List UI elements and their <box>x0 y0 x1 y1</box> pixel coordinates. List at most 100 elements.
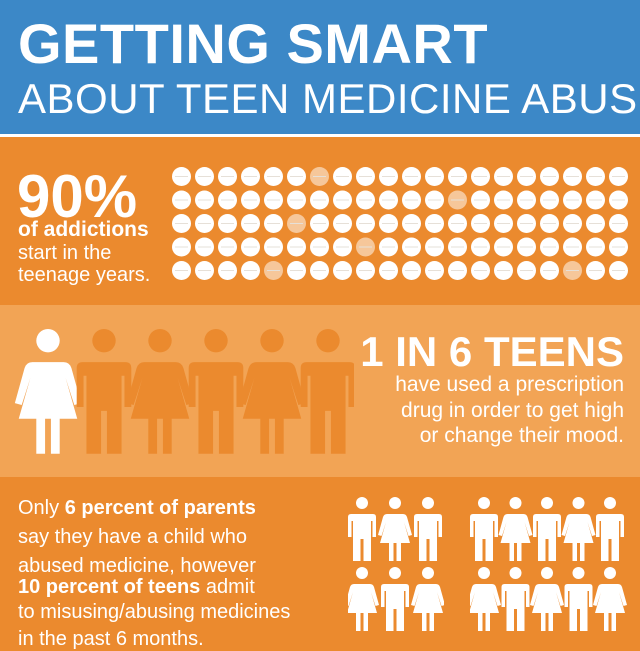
male-figure-icon <box>381 567 409 631</box>
parents-text-line: say they have a child who <box>18 526 248 548</box>
parents-text-line: abused medicine, however <box>18 555 256 577</box>
pill-icon <box>379 261 398 280</box>
pill-icon <box>195 261 214 280</box>
pill-icon <box>195 190 214 210</box>
pill-icon <box>310 214 329 233</box>
pill-icon <box>402 237 421 257</box>
pill-icon <box>517 237 536 257</box>
male-figure-icon <box>348 497 376 561</box>
pill-icon <box>172 190 191 210</box>
pill-icon <box>425 261 444 280</box>
teens-highlight: 10 percent of teens <box>18 576 201 598</box>
pill-icon <box>425 167 444 186</box>
female-figure-icon <box>378 497 412 561</box>
female-figure-icon <box>498 497 533 561</box>
addictions-stat: 90% <box>17 163 138 230</box>
pill-icon <box>540 167 559 186</box>
pill-icon <box>310 190 329 210</box>
pill-icon <box>241 190 260 210</box>
pill-icon <box>287 190 306 210</box>
pill-icon <box>241 237 260 257</box>
pill-icon <box>287 237 306 257</box>
pill-icon <box>471 190 490 210</box>
pill-icon <box>310 261 329 280</box>
parents-figure-group <box>348 497 444 631</box>
pill-icon <box>540 261 559 280</box>
pill-icon <box>563 214 582 233</box>
pill-icon <box>402 214 421 233</box>
pill-icon <box>264 214 283 233</box>
teens-heading: 1 IN 6 TEENS <box>360 328 624 375</box>
pill-icon <box>287 261 306 280</box>
male-figure-icon <box>533 497 561 561</box>
parents-text: admit <box>200 576 255 598</box>
pill-icon <box>563 237 582 257</box>
pill-icon <box>356 261 375 280</box>
pill-icon <box>310 237 329 257</box>
pill-icon <box>264 167 283 186</box>
pill-icon <box>471 261 490 280</box>
pill-icon <box>494 167 513 186</box>
pill-icon <box>517 261 536 280</box>
pill-icon <box>517 190 536 210</box>
pill-icon <box>609 190 628 210</box>
female-figure-icon <box>470 567 501 631</box>
addictions-text-line: start in the <box>18 242 112 264</box>
pill-icon <box>218 261 237 280</box>
female-figure-icon <box>561 497 596 561</box>
pill-icon <box>563 190 582 210</box>
male-figure-icon <box>414 497 442 561</box>
pill-icon <box>264 237 283 257</box>
pill-icon <box>471 237 490 257</box>
pill-icon <box>586 237 605 257</box>
pill-icon <box>264 190 283 210</box>
header-banner: GETTING SMART ABOUT TEEN MEDICINE ABUSE <box>0 0 640 137</box>
pill-icon <box>586 214 605 233</box>
male-figure-icon <box>596 497 624 561</box>
female-figure-icon <box>14 329 82 454</box>
pill-icon <box>425 214 444 233</box>
pill-icon <box>172 167 191 186</box>
pill-icon <box>333 167 352 186</box>
pill-icon <box>356 214 375 233</box>
pill-icon <box>609 167 628 186</box>
addictions-text-line: teenage years. <box>18 264 151 286</box>
teens-desc-line: have used a prescription <box>395 373 624 396</box>
female-figure-icon <box>593 567 627 631</box>
female-figure-icon <box>348 567 379 631</box>
pill-icon <box>471 214 490 233</box>
teens-section: 1 IN 6 TEENS have used a prescription dr… <box>0 305 640 477</box>
pill-icon <box>195 214 214 233</box>
pill-icon <box>494 214 513 233</box>
male-figure-icon <box>76 329 132 454</box>
teens-desc-line: or change their mood. <box>419 424 624 447</box>
pill-icon <box>356 167 375 186</box>
pill-icon <box>241 214 260 233</box>
pill-icon <box>241 261 260 280</box>
pill-icon <box>448 167 467 186</box>
pill-icon <box>517 214 536 233</box>
pill-icon <box>609 237 628 257</box>
pill-icon <box>402 190 421 210</box>
pill-icon <box>448 237 467 257</box>
pill-icon <box>402 261 421 280</box>
pill-icon <box>333 261 352 280</box>
male-figure-icon <box>470 497 498 561</box>
pill-icon <box>172 214 191 233</box>
pill-icon <box>218 190 237 210</box>
female-figure-icon <box>530 567 564 631</box>
pill-icon <box>586 190 605 210</box>
parents-section: Only 6 percent of parents say they have … <box>0 477 640 650</box>
parents-text-line: in the past 6 months. <box>18 628 204 650</box>
parents-text-line: to misusing/abusing medicines <box>18 601 291 623</box>
pill-icon <box>264 261 283 280</box>
teens-figure-group <box>470 497 627 631</box>
pill-icon <box>356 237 375 257</box>
addictions-section: 90% of addictions start in the teenage y… <box>0 137 640 305</box>
pill-icon <box>448 190 467 210</box>
pill-icon <box>494 237 513 257</box>
pill-icon <box>172 237 191 257</box>
pill-icon <box>333 237 352 257</box>
pill-icon <box>517 167 536 186</box>
pill-grid <box>172 167 628 280</box>
